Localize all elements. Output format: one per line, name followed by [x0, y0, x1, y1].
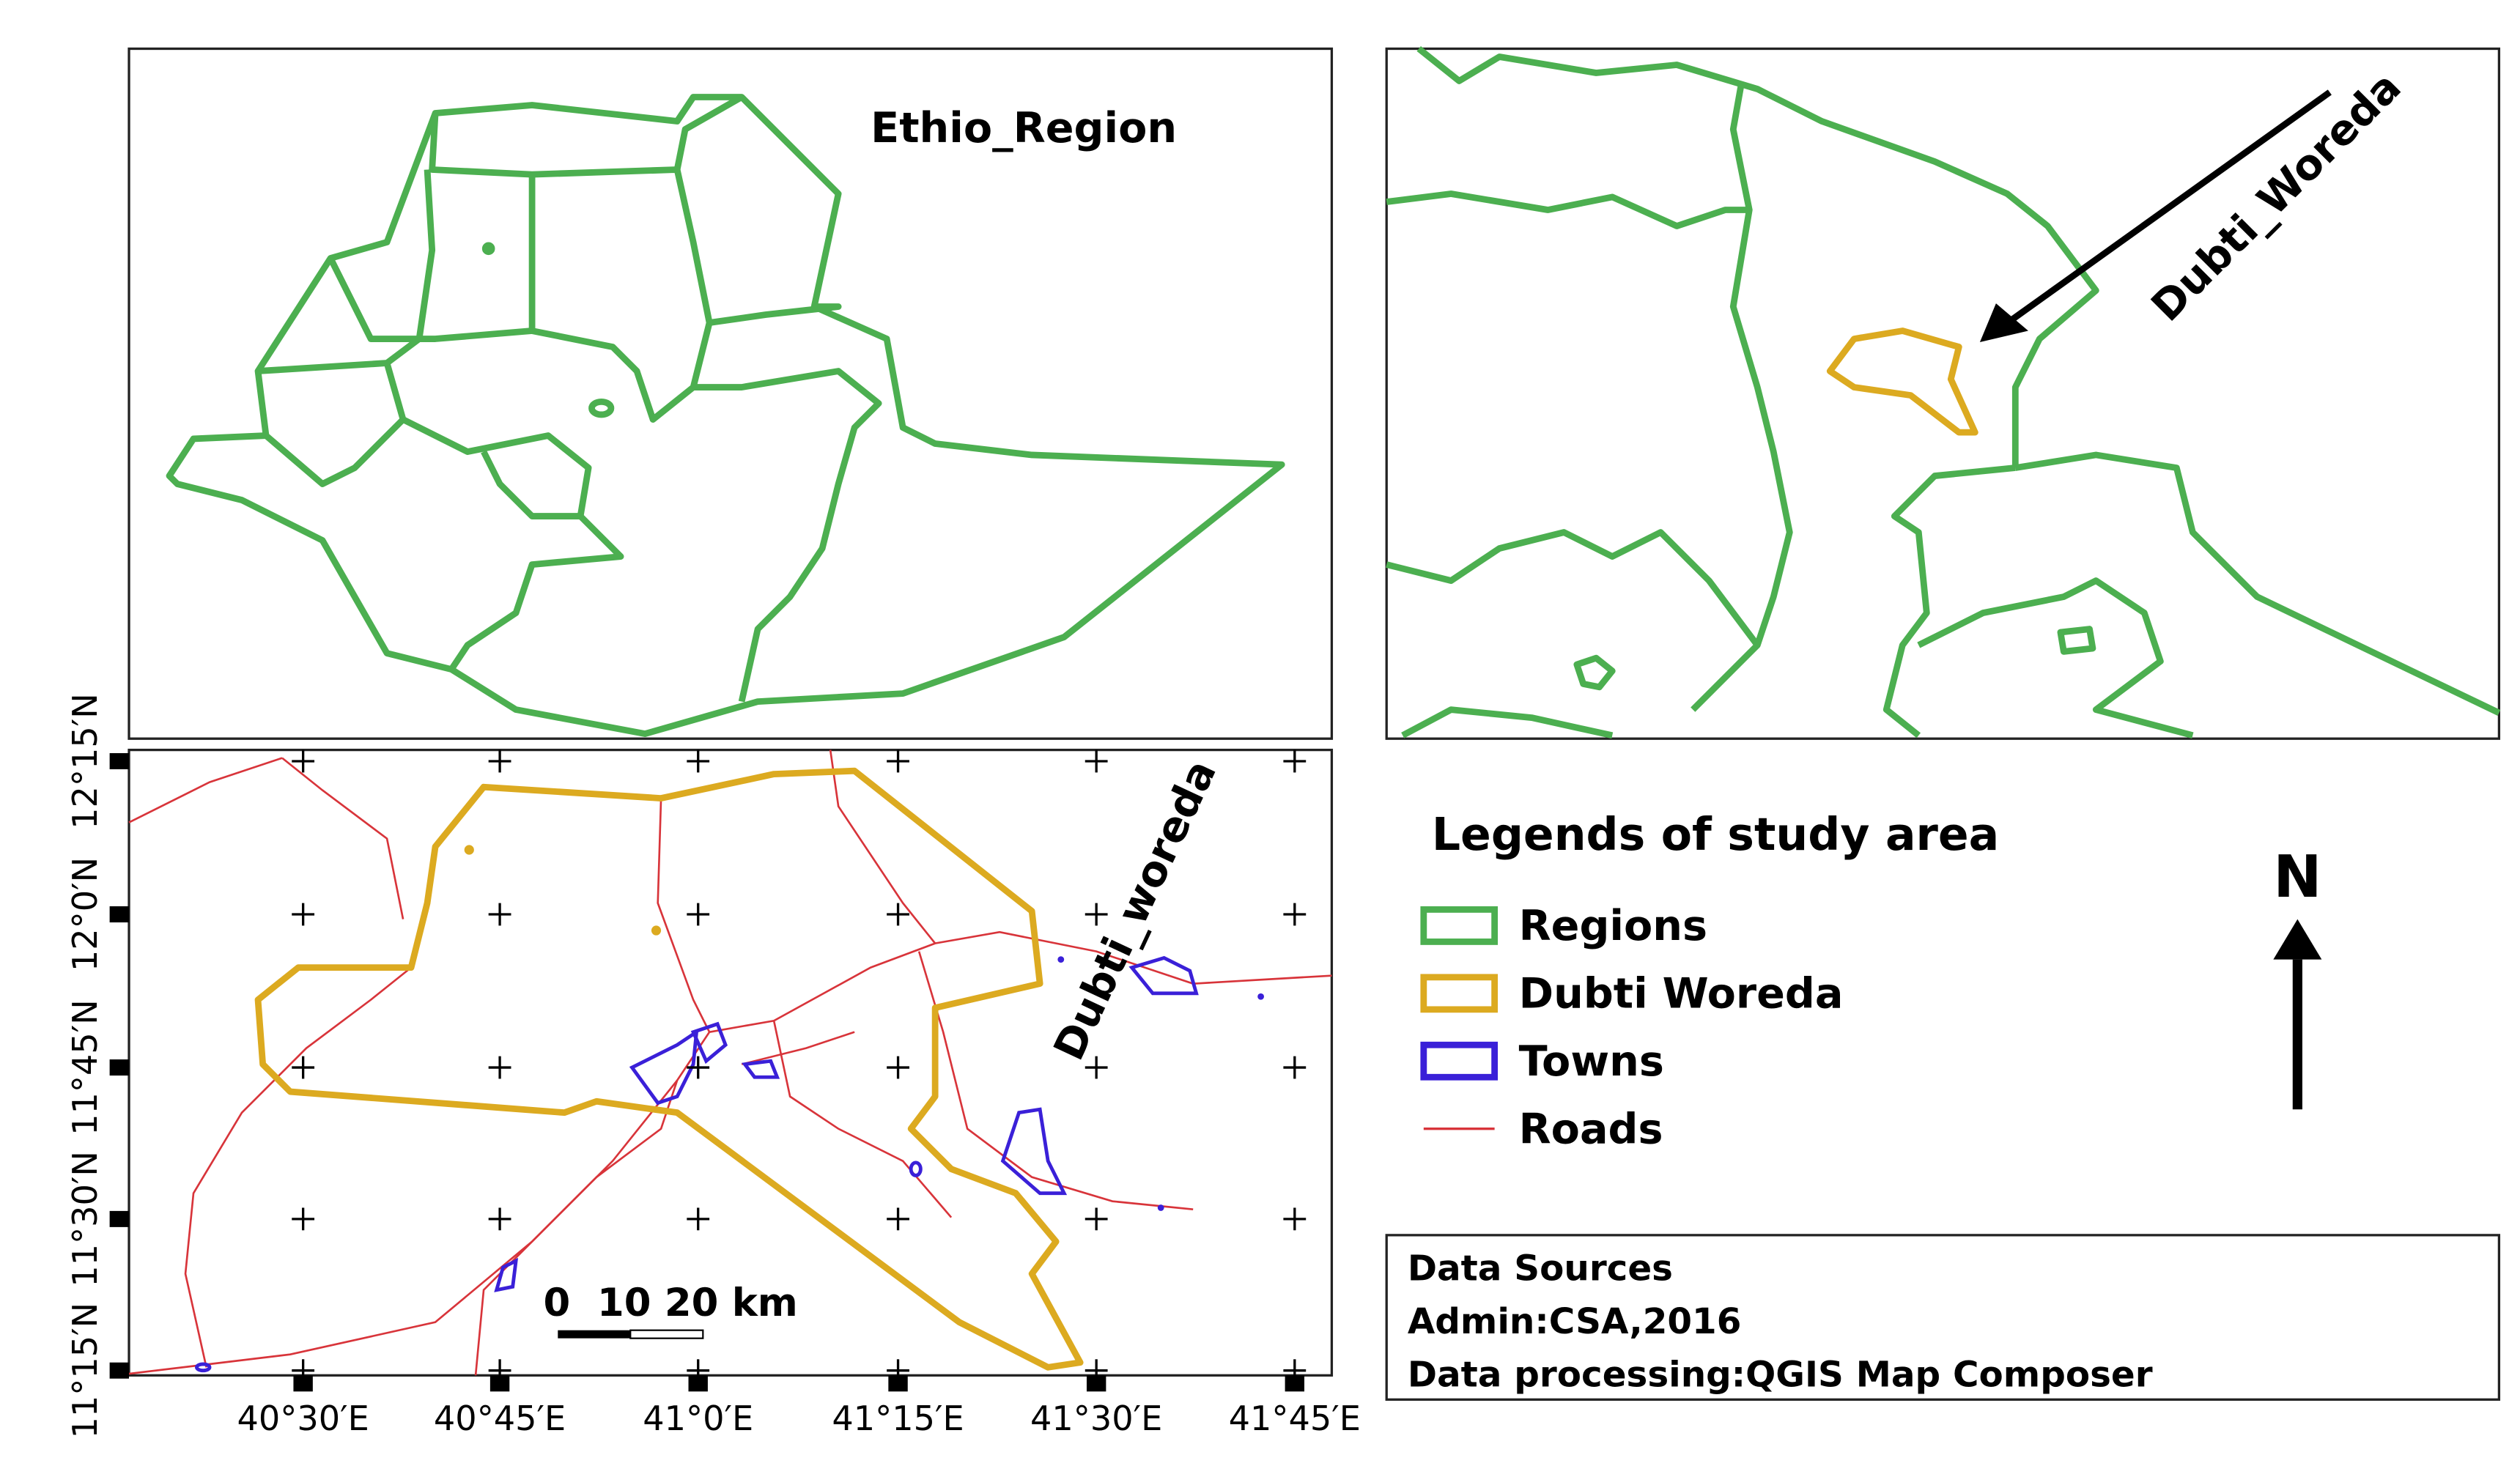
inset-regions [1386, 46, 2501, 739]
lon-label: 41°0′E [643, 1399, 753, 1438]
main-frame [128, 748, 1334, 1377]
legend-label: Towns [1519, 1037, 1664, 1086]
overview-frame [128, 47, 1334, 740]
lon-tick [1086, 1375, 1106, 1392]
inset-arrowhead [1979, 303, 2028, 342]
woreda-islet [651, 925, 662, 936]
scale-bar-white [629, 1329, 704, 1339]
data-source-line: Data Sources [1408, 1248, 1673, 1289]
lat-tick [109, 906, 130, 923]
inset-arrow [2010, 89, 2332, 322]
scale-bar-black [558, 1330, 631, 1339]
lon-tick [688, 1375, 708, 1392]
lat-label: 12°15′N [65, 693, 105, 829]
lat-tick [109, 1059, 130, 1076]
data-source-line: Admin:CSA,2016 [1408, 1301, 1742, 1342]
north-label: N [2273, 843, 2321, 911]
roads [128, 749, 1332, 1376]
legend-swatch [1420, 906, 1499, 945]
towns [195, 955, 1265, 1373]
lon-tick [489, 1375, 510, 1392]
lat-tick [109, 1362, 130, 1379]
lat-tick [109, 753, 130, 770]
legend-label: Roads [1519, 1105, 1663, 1153]
lat-label: 11°45′N [65, 999, 105, 1136]
lat-label: 11°15′N [65, 1303, 105, 1439]
legend-swatch [1420, 974, 1499, 1013]
inset-woreda [1826, 327, 1978, 436]
data-sources-box [1385, 1234, 2501, 1401]
data-source-line: Data processing:QGIS Map Composer [1408, 1355, 2153, 1396]
lat-label: 12°0′N [65, 857, 105, 971]
overview-label: Ethio_Region [871, 104, 1177, 152]
lon-label: 41°45′E [1229, 1399, 1361, 1438]
ethiopia-regions [166, 94, 1285, 738]
scale-bar-label: 0 10 20 km [543, 1281, 797, 1325]
dubti-woreda [254, 767, 1084, 1371]
data-sources: Data Sources Admin:CSA,2016 Data processin… [1408, 1248, 2153, 1395]
lon-tick [888, 1375, 908, 1392]
legend-label: Regions [1519, 902, 1707, 950]
legend: Regions Dubti Woreda Towns Roads [1420, 902, 1844, 1153]
lat-tick [109, 1210, 130, 1227]
woreda-islet [464, 845, 474, 855]
lon-label: 41°15′E [832, 1399, 964, 1438]
north-arrowhead [2273, 919, 2322, 960]
lon-label: 41°30′E [1030, 1399, 1162, 1438]
legend-label: Dubti Woreda [1519, 970, 1844, 1018]
legend-title: Legends of study area [1432, 808, 1999, 861]
lon-label: 40°30′E [237, 1399, 369, 1438]
lon-label: 40°45′E [434, 1399, 566, 1438]
lat-label: 11°30′N [65, 1151, 105, 1287]
lon-tick [293, 1375, 313, 1392]
legend-swatch [1420, 1041, 1499, 1081]
lon-tick [1285, 1375, 1305, 1392]
